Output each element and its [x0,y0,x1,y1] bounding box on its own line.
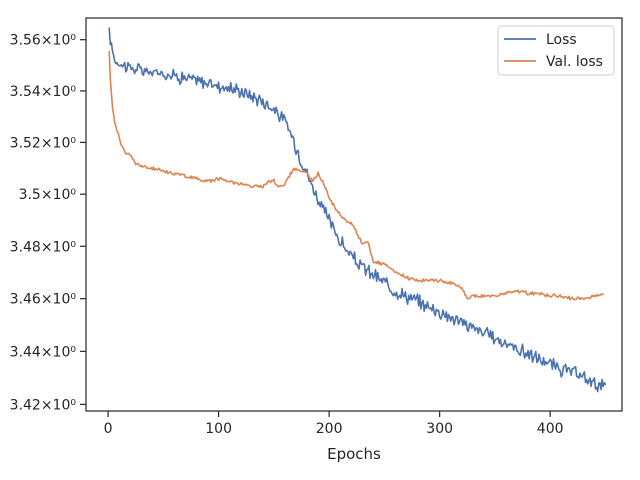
x-tick-label: 400 [537,421,564,437]
series-line-loss [108,27,607,393]
plot-background [86,18,622,411]
series-layer [108,27,607,393]
y-tick-label: 3.48×10⁰ [10,239,77,255]
x-tick-label: 0 [104,421,113,437]
y-tick-label: 3.44×10⁰ [10,344,77,360]
legend: Loss Val. loss [497,25,615,76]
x-tick-label: 200 [316,421,343,437]
x-tick-label: 300 [426,421,453,437]
y-axis: 3.42×10⁰ 3.44×10⁰ 3.46×10⁰ 3.48×10⁰ 3.5×10⁰ 3… [10,33,86,413]
x-axis-label: Epochs [327,445,381,463]
x-tick-label: 100 [205,421,232,437]
series-line-val-loss [108,50,605,301]
legend-label-loss: Loss [546,32,577,48]
y-tick-label: 3.52×10⁰ [10,135,77,151]
x-axis: 0 100 200 300 400 [104,411,564,437]
plot-frame [85,17,623,412]
y-tick-label: 3.42×10⁰ [10,397,77,413]
legend-label-val-loss: Val. loss [546,54,603,70]
y-tick-label: 3.54×10⁰ [10,84,77,100]
y-tick-label: 3.56×10⁰ [10,33,77,49]
y-tick-label: 3.46×10⁰ [10,292,77,308]
y-tick-label: 3.5×10⁰ [19,187,77,203]
